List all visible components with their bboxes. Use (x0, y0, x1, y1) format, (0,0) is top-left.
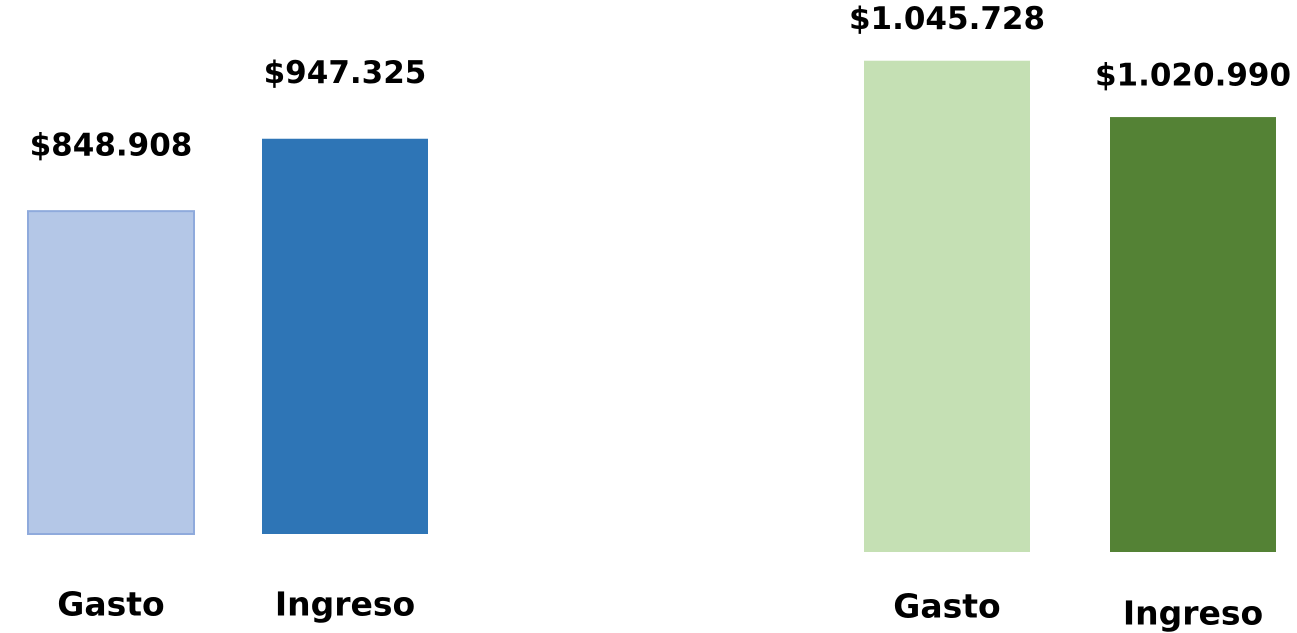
value-label: $1.020.990 (1095, 58, 1291, 94)
category-label: Ingreso (275, 585, 415, 624)
bar (262, 138, 428, 534)
category-label: Gasto (893, 587, 1000, 626)
category-label: Ingreso (1123, 594, 1263, 633)
bar (27, 210, 195, 536)
value-label: $947.325 (264, 55, 427, 91)
value-label: $1.045.728 (849, 1, 1045, 37)
category-label: Gasto (57, 585, 164, 624)
bar (864, 60, 1030, 552)
value-label: $848.908 (30, 128, 193, 164)
bar (1110, 117, 1276, 552)
